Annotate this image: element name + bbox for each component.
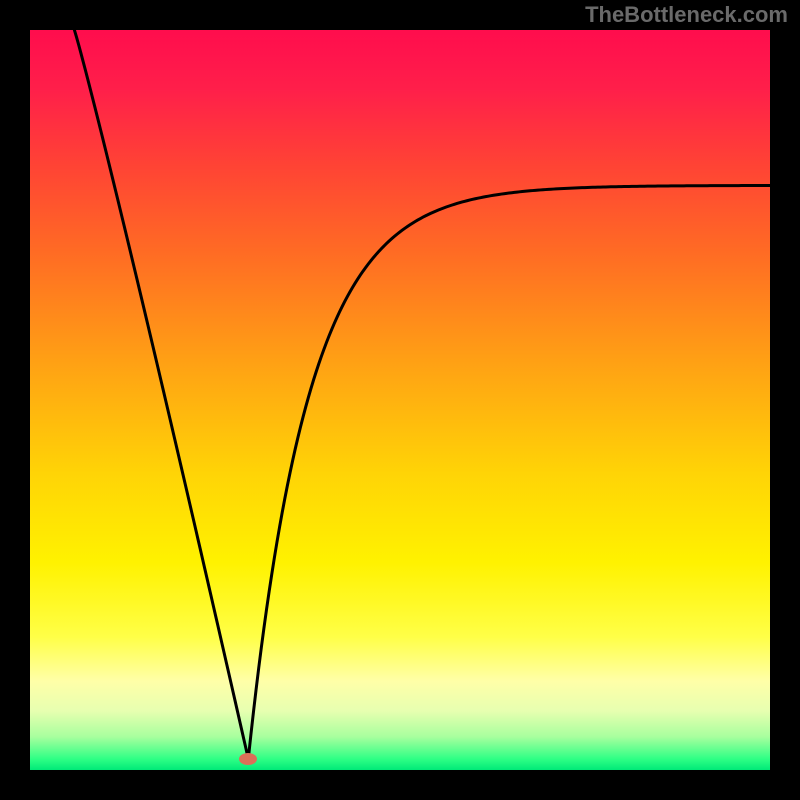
- brand-label: TheBottleneck.com: [585, 2, 788, 28]
- marker-ellipse: [239, 753, 257, 765]
- minimum-marker: [237, 751, 259, 767]
- bottleneck-curve: [30, 30, 770, 770]
- chart-plot-area: [30, 30, 770, 770]
- curve-path: [74, 30, 770, 759]
- marker-ellipse-svg: [237, 751, 259, 767]
